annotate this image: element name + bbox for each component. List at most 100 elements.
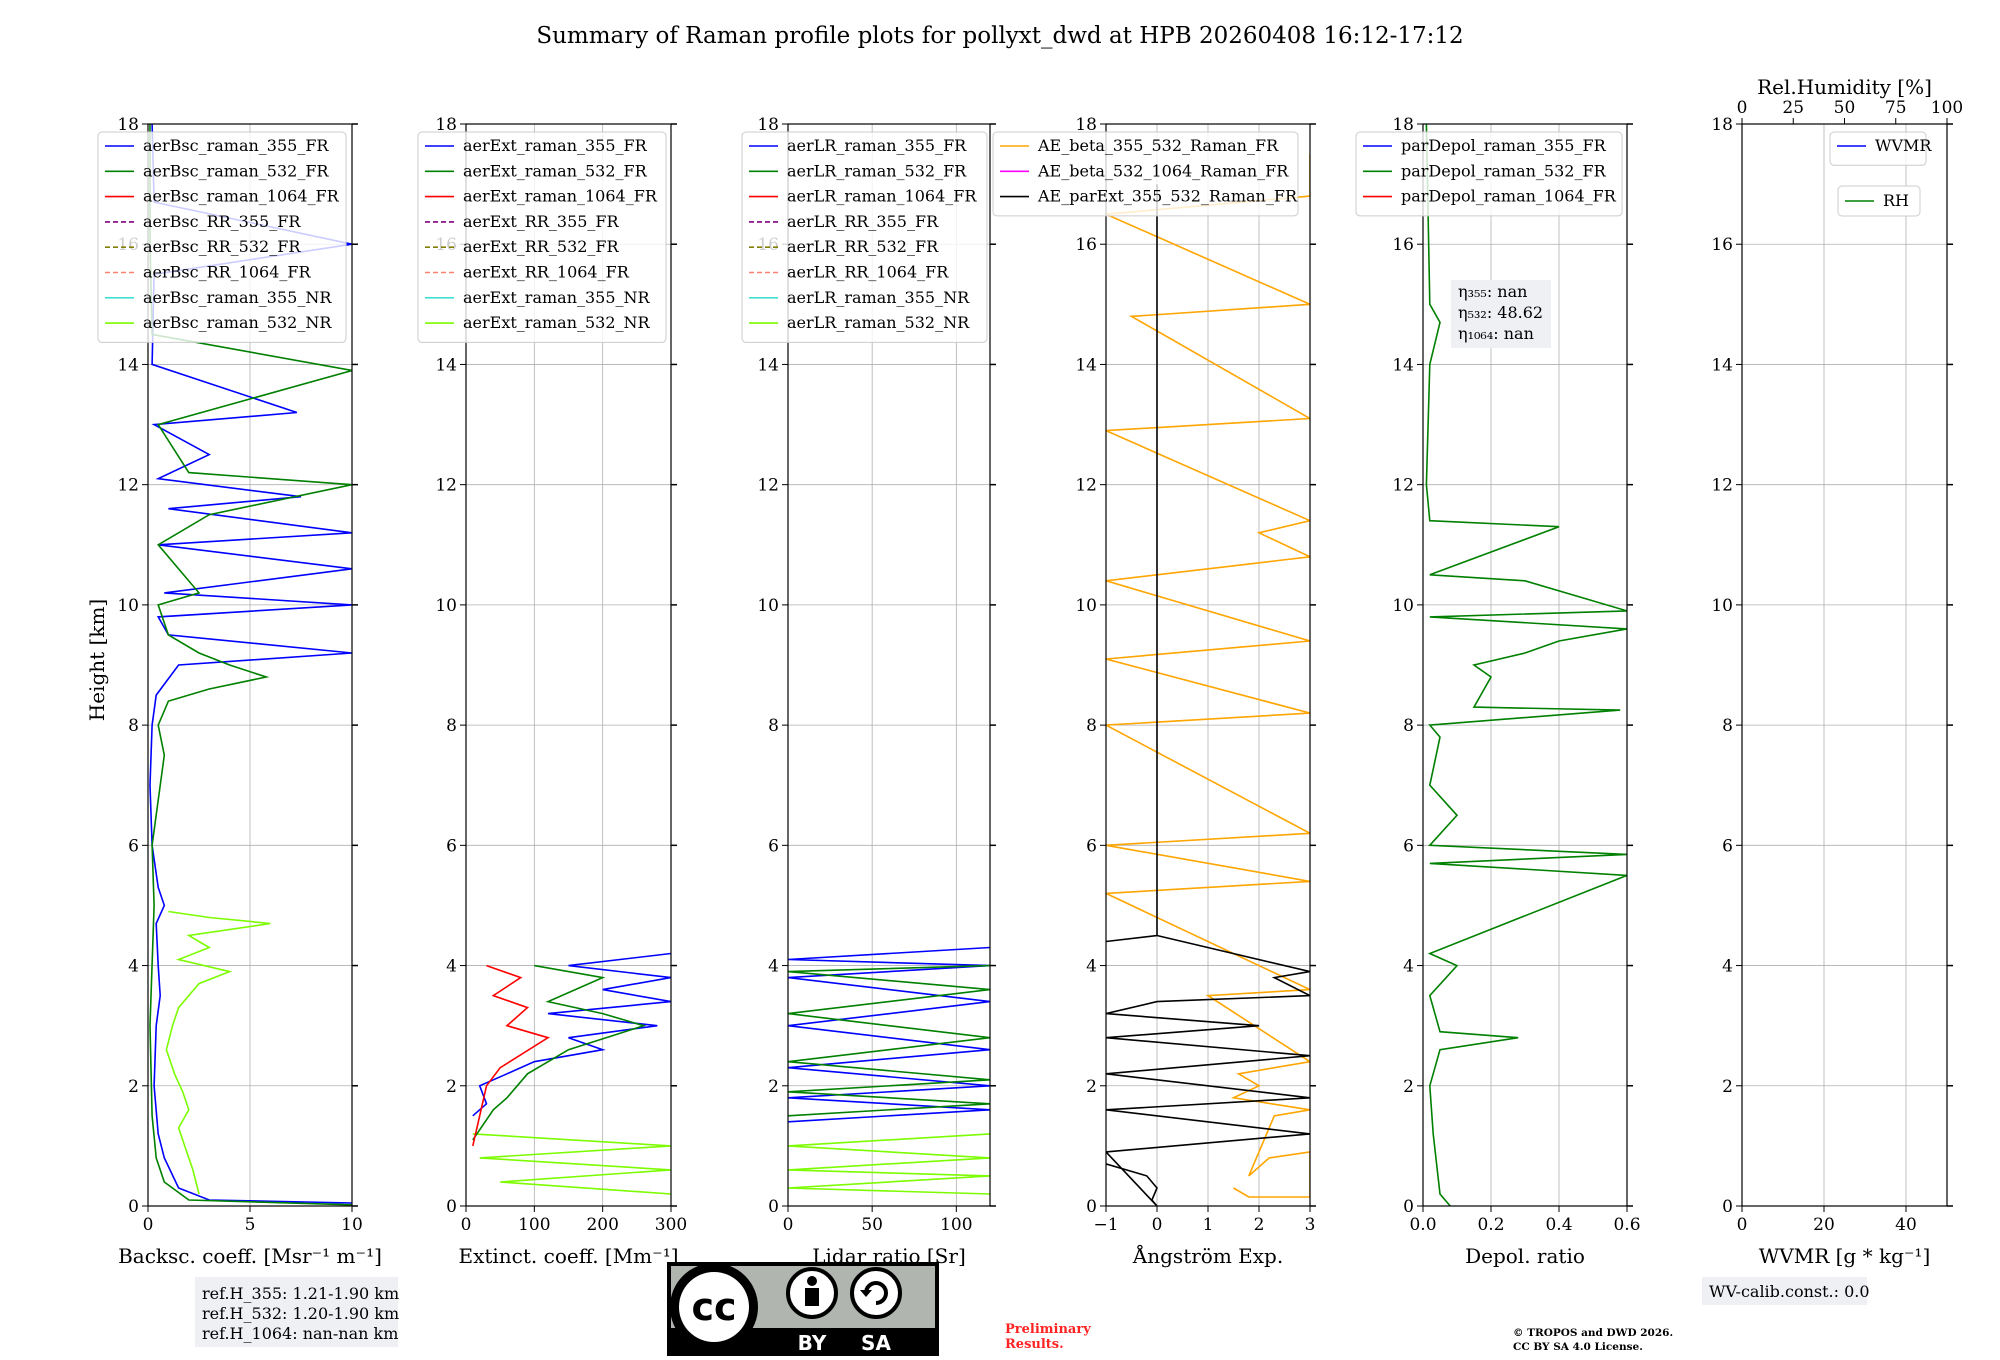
x-tick-label: 200: [586, 1215, 618, 1235]
copyright-line-2: CC BY SA 4.0 License.: [1513, 1341, 1643, 1353]
y-tick-label: 10: [1711, 596, 1733, 616]
x-tick-label: 0: [783, 1215, 794, 1235]
y-tick-label: 14: [1711, 355, 1733, 375]
y-tick-label: 0: [128, 1197, 139, 1217]
y-tick-label: 12: [1392, 476, 1414, 496]
legend-entry: aerExt_raman_355_FR: [463, 136, 648, 155]
legend-entry: aerLR_raman_532_NR: [787, 313, 970, 332]
series-aerExt_raman_355_FR: [473, 954, 671, 1116]
top-x-tick-label: 75: [1885, 98, 1907, 118]
x-axis-label: Backsc. coeff. [Msr⁻¹ m⁻¹]: [118, 1244, 382, 1268]
x-tick-label: −1: [1093, 1215, 1118, 1235]
y-tick-label: 6: [1403, 836, 1414, 856]
x-axis-label: Ångström Exp.: [1132, 1243, 1283, 1268]
axes-frame: [1742, 124, 1947, 1206]
x-tick-label: 1: [1203, 1215, 1214, 1235]
panels: 0246810121416180510Backsc. coeff. [Msr⁻¹…: [98, 75, 1963, 1268]
preliminary-note-wrap: Preliminary Results.: [1005, 1322, 1115, 1360]
legend-entry: aerLR_RR_1064_FR: [787, 263, 949, 282]
legend-entry: aerExt_RR_355_FR: [463, 212, 620, 231]
legend-entry: aerBsc_raman_355_NR: [143, 288, 332, 307]
ref-height-355: ref.H_355: 1.21-1.90 km: [202, 1284, 399, 1303]
legend-entry: aerLR_RR_532_FR: [787, 237, 939, 256]
legend-entry: AE_beta_532_1064_Raman_FR: [1037, 161, 1289, 180]
y-tick-label: 4: [1403, 957, 1414, 977]
y-tick-label: 6: [446, 836, 457, 856]
y-tick-label: 8: [1403, 716, 1414, 736]
y-tick-label: 4: [1722, 957, 1733, 977]
legend-entry: aerExt_RR_1064_FR: [463, 263, 630, 282]
legend-ae: AE_beta_355_532_Raman_FR AE_beta_532_1064…: [993, 132, 1298, 216]
legend-wv: WVMR RH: [1830, 132, 1932, 216]
y-tick-label: 0: [1086, 1197, 1097, 1217]
top-x-axis-label: Rel.Humidity [%]: [1757, 75, 1932, 99]
y-tick-label: 16: [1711, 235, 1733, 255]
x-tick-label: 0: [461, 1215, 472, 1235]
x-tick-label: 3: [1305, 1215, 1316, 1235]
top-x-tick-label: 25: [1782, 98, 1804, 118]
by-person-body: [805, 1288, 819, 1306]
y-tick-label: 2: [128, 1077, 139, 1097]
x-axis-label: Extinct. coeff. [Mm⁻¹]: [458, 1244, 678, 1268]
y-tick-label: 0: [768, 1197, 779, 1217]
x-tick-label: 0.2: [1477, 1215, 1504, 1235]
y-tick-label: 2: [1086, 1077, 1097, 1097]
by-person-head: [807, 1276, 817, 1286]
series-aerExt_raman_1064_FR: [473, 966, 548, 1146]
x-tick-label: 0: [143, 1215, 154, 1235]
legend-entry: aerLR_raman_1064_FR: [787, 187, 977, 206]
ref-height-box: ref.H_355: 1.21-1.90 km ref.H_532: 1.20-…: [195, 1277, 399, 1347]
y-tick-label: 6: [1086, 836, 1097, 856]
sa-share-icon: [852, 1269, 900, 1317]
legend-entry: WVMR: [1875, 136, 1932, 155]
y-tick-label: 10: [1075, 596, 1097, 616]
y-tick-label: 16: [1392, 235, 1414, 255]
panel-bsc: 0246810121416180510Backsc. coeff. [Msr⁻¹…: [98, 115, 382, 1268]
y-tick-label: 12: [1075, 476, 1097, 496]
y-tick-label: 12: [757, 476, 779, 496]
y-tick-label: 12: [117, 476, 139, 496]
panel-ext: 0246810121416180100200300Extinct. coeff.…: [418, 115, 687, 1268]
legend-entry: aerBsc_raman_355_FR: [143, 136, 329, 155]
y-tick-label: 12: [435, 476, 457, 496]
eta-532: η₅₃₂: 48.62: [1458, 303, 1543, 322]
y-tick-label: 16: [1075, 235, 1097, 255]
wv-calib-box: WV-calib.const.: 0.0: [1702, 1277, 1870, 1305]
y-tick-label: 8: [446, 716, 457, 736]
y-tick-label: 8: [128, 716, 139, 736]
legend-entry: aerBsc_raman_532_FR: [143, 161, 329, 180]
legend-entry: aerBsc_RR_355_FR: [143, 212, 301, 231]
y-tick-label: 8: [1722, 716, 1733, 736]
y-tick-label: 12: [1711, 476, 1733, 496]
y-tick-label: 4: [128, 957, 139, 977]
series-aerLR_raman_532_NR: [788, 1134, 990, 1194]
x-tick-label: 10: [341, 1215, 363, 1235]
y-tick-label: 10: [757, 596, 779, 616]
series-aerExt_raman_532_NR: [473, 1134, 671, 1194]
y-tick-label: 4: [1086, 957, 1097, 977]
x-tick-label: 2: [1254, 1215, 1265, 1235]
legend-entry: aerExt_RR_532_FR: [463, 237, 620, 256]
legend-entry: aerLR_raman_355_NR: [787, 288, 970, 307]
y-tick-label: 0: [1403, 1197, 1414, 1217]
eta-box: η₃₅₅: nan η₅₃₂: 48.62 η₁₀₆₄: nan: [1451, 280, 1551, 348]
y-tick-label: 6: [1722, 836, 1733, 856]
series-aerBsc_raman_532_NR: [166, 912, 270, 1195]
legend-entry: aerExt_raman_532_NR: [463, 313, 651, 332]
cc-sa-label: SA: [861, 1331, 891, 1355]
legend-depol: parDepol_raman_355_FR parDepol_raman_532_…: [1356, 132, 1622, 216]
series-aerLR_raman_532_FR: [788, 966, 990, 1116]
legend-entry: RH: [1883, 191, 1909, 210]
x-axis-label: Depol. ratio: [1465, 1244, 1585, 1268]
x-tick-label: 0: [1152, 1215, 1163, 1235]
y-tick-label: 6: [768, 836, 779, 856]
legend-entry: AE_beta_355_532_Raman_FR: [1037, 136, 1279, 155]
y-tick-label: 8: [768, 716, 779, 736]
x-tick-label: 5: [245, 1215, 256, 1235]
y-tick-label: 0: [446, 1197, 457, 1217]
legend-entry: parDepol_raman_532_FR: [1401, 161, 1607, 180]
y-tick-label: 10: [1392, 596, 1414, 616]
legend-entry: aerBsc_raman_1064_FR: [143, 187, 340, 206]
cc-by-sa-logo: cc BY SA: [667, 1262, 939, 1356]
legend-entry: aerBsc_RR_532_FR: [143, 237, 301, 256]
